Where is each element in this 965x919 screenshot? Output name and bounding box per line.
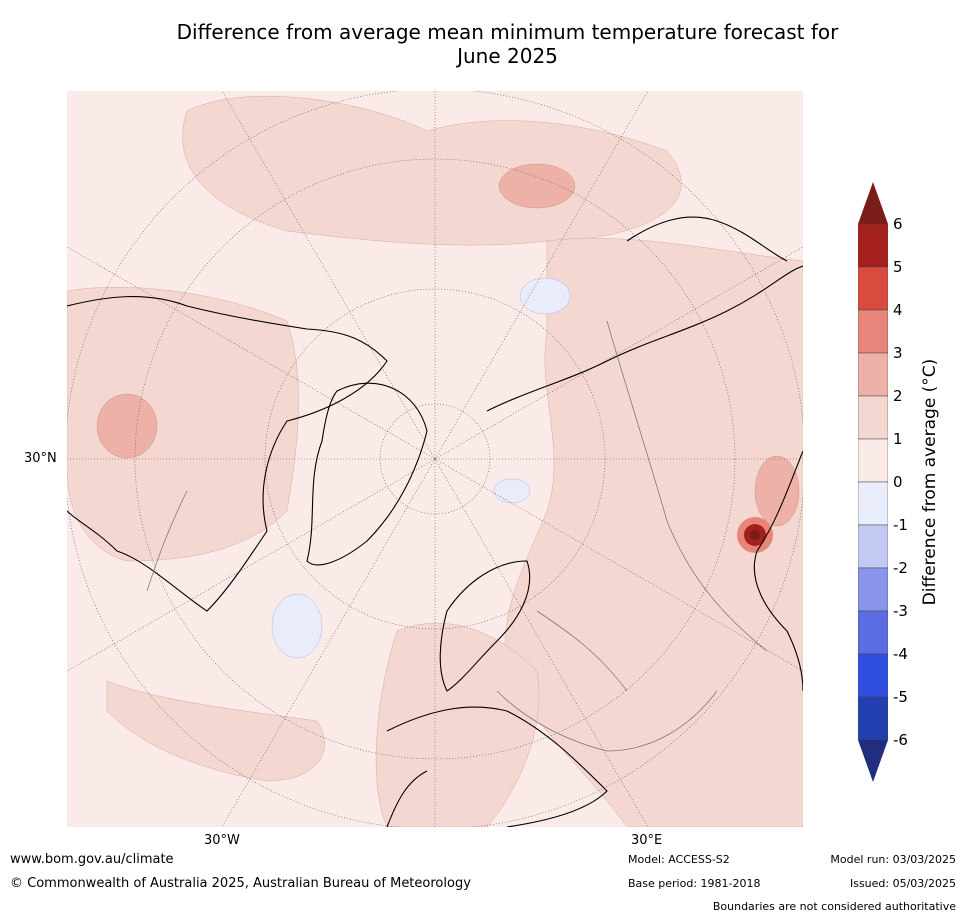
anomaly-region-europe	[375, 623, 540, 827]
meridian-150w	[221, 91, 436, 460]
latitude-label-30n: 30°N	[24, 451, 57, 466]
issued-text: Issued: 05/03/2025	[849, 877, 956, 890]
meridian-30w	[221, 458, 436, 827]
coastline-siberia	[486, 265, 803, 412]
colorbar-tick-label: 1	[893, 430, 903, 448]
colorbar-segment	[858, 696, 888, 741]
graticule	[67, 91, 803, 827]
title-line-2: June 2025	[457, 44, 558, 68]
meridian-150e	[434, 91, 649, 460]
anomaly-region-north	[182, 95, 682, 246]
coastline-greenland	[306, 382, 428, 566]
colorbar-segment	[858, 610, 888, 655]
colorbar-tick-label: 4	[893, 301, 903, 319]
colorbar-tick-label: -1	[893, 516, 908, 534]
country-borders	[146, 320, 768, 752]
colorbar	[858, 182, 888, 782]
warm-spot-canada	[96, 393, 158, 459]
colorbar-segment	[858, 524, 888, 569]
colorbar-tick-label: 0	[893, 473, 903, 491]
title-line-1: Difference from average mean minimum tem…	[176, 20, 839, 44]
colorbar-segment	[858, 438, 888, 483]
hot-spot-east-asia-center	[750, 530, 760, 540]
colorbar-segment	[858, 266, 888, 311]
coastlines	[67, 216, 803, 827]
copyright-text: © Commonwealth of Australia 2025, Austra…	[10, 876, 471, 891]
colorbar-tick-label: -5	[893, 688, 908, 706]
model-text: Model: ACCESS-S2	[628, 853, 730, 866]
colorbar-tick-label: 6	[893, 215, 903, 233]
chart-title: Difference from average mean minimum tem…	[60, 20, 955, 68]
colorbar-tick-label: -3	[893, 602, 908, 620]
coastline-europe	[386, 706, 608, 827]
warm-spot-siberia	[754, 455, 800, 527]
coastline-kamchatka	[626, 216, 788, 262]
colorbar-segment	[858, 653, 888, 698]
anomaly-region-america	[67, 287, 299, 562]
website-link[interactable]: www.bom.gov.au/climate	[10, 852, 174, 867]
colorbar-tick-label: -2	[893, 559, 908, 577]
colorbar-tick-label: 2	[893, 387, 903, 405]
colorbar-tick-label: -4	[893, 645, 908, 663]
model-run-text: Model run: 03/03/2025	[830, 853, 956, 866]
colorbar-segment	[858, 481, 888, 526]
colorbar-over-arrow	[858, 182, 888, 224]
base-period-text: Base period: 1981-2018	[628, 877, 761, 890]
colorbar-segment	[858, 352, 888, 397]
colorbar-under-arrow	[858, 740, 888, 782]
warm-spot-pacific	[498, 163, 576, 209]
longitude-label-30e: 30°E	[631, 833, 663, 848]
colorbar-tick-label: 5	[893, 258, 903, 276]
anomaly-region-atlantic	[106, 680, 325, 782]
colorbar-tick-label: 3	[893, 344, 903, 362]
colorbar-segment	[858, 223, 888, 268]
meridian-30e	[434, 458, 649, 827]
cool-spot-kara	[493, 478, 531, 504]
longitude-label-30w: 30°W	[204, 833, 240, 848]
colorbar-label: Difference from average (°C)	[920, 358, 940, 606]
cool-spot-okhotsk	[519, 277, 571, 315]
disclaimer-text: Boundaries are not considered authoritat…	[712, 900, 956, 913]
colorbar-tick-label: -6	[893, 731, 908, 749]
cool-spot-atlantic	[271, 593, 323, 659]
polar-map	[67, 91, 803, 827]
coastline-scandinavia	[439, 560, 531, 692]
latitude-circle-40	[134, 158, 736, 760]
colorbar-segment	[858, 309, 888, 354]
colorbar-segment	[858, 567, 888, 612]
coastline-east-asia	[753, 450, 803, 692]
colorbar-segment	[858, 395, 888, 440]
coastline-north-america	[67, 296, 388, 612]
